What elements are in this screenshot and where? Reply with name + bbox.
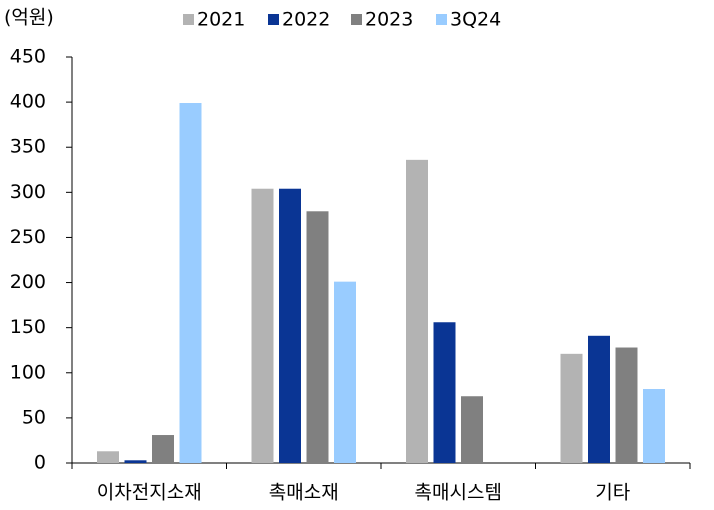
legend-label: 2021 [197, 9, 245, 31]
bar [615, 347, 638, 463]
y-tick-label: 50 [22, 406, 46, 428]
legend-swatch [268, 14, 279, 25]
y-tick-label: 400 [10, 91, 46, 113]
x-tick-label: 촉매시스템 [415, 482, 502, 504]
bar [334, 281, 356, 463]
legend-label: 2023 [365, 9, 413, 31]
bar [306, 211, 329, 463]
y-tick-label: 100 [10, 361, 46, 383]
bar [251, 188, 274, 464]
legend-swatch [436, 14, 447, 25]
y-tick-label: 200 [10, 271, 46, 293]
bar [152, 435, 174, 463]
bar [124, 460, 147, 463]
bar [588, 335, 610, 463]
bar [643, 389, 665, 463]
bar [179, 103, 202, 463]
y-tick-label: 250 [10, 226, 46, 248]
x-tick-label: 촉매소재 [269, 482, 339, 504]
y-tick-label: 150 [10, 316, 46, 338]
legend-swatch [183, 14, 194, 25]
bar [279, 188, 301, 464]
bar [461, 396, 483, 463]
x-tick-label: 기타 [595, 482, 630, 504]
y-tick-label: 300 [10, 181, 46, 203]
bar [406, 159, 428, 463]
legend-swatch [351, 14, 362, 25]
y-tick-label: 350 [10, 136, 46, 158]
bar [97, 451, 119, 463]
y-tick-label: 0 [34, 452, 46, 474]
unit-label: (억원) [4, 7, 54, 29]
x-tick-label: 이차전지소재 [97, 482, 202, 504]
legend-label: 3Q24 [450, 9, 501, 31]
y-tick-label: 450 [10, 46, 46, 68]
bar [560, 353, 583, 463]
bar [433, 322, 456, 463]
legend-label: 2022 [282, 9, 330, 31]
